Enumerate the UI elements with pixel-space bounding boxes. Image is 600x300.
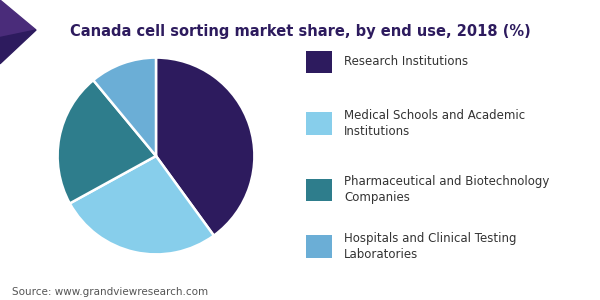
- Text: Source: www.grandviewresearch.com: Source: www.grandviewresearch.com: [12, 287, 208, 297]
- Bar: [306, 51, 332, 73]
- Wedge shape: [58, 80, 156, 203]
- Text: Pharmaceutical and Biotechnology
Companies: Pharmaceutical and Biotechnology Compani…: [344, 176, 550, 204]
- Bar: [306, 112, 332, 134]
- Polygon shape: [0, 0, 36, 38]
- Bar: [306, 236, 332, 257]
- Wedge shape: [156, 58, 254, 235]
- Text: Research Institutions: Research Institutions: [344, 56, 468, 68]
- Polygon shape: [0, 30, 36, 64]
- Text: Canada cell sorting market share, by end use, 2018 (%): Canada cell sorting market share, by end…: [70, 24, 530, 39]
- Text: Hospitals and Clinical Testing
Laboratories: Hospitals and Clinical Testing Laborator…: [344, 232, 517, 261]
- Wedge shape: [93, 58, 156, 156]
- Wedge shape: [70, 156, 214, 254]
- Text: Medical Schools and Academic
Institutions: Medical Schools and Academic Institution…: [344, 109, 525, 138]
- Bar: [306, 179, 332, 201]
